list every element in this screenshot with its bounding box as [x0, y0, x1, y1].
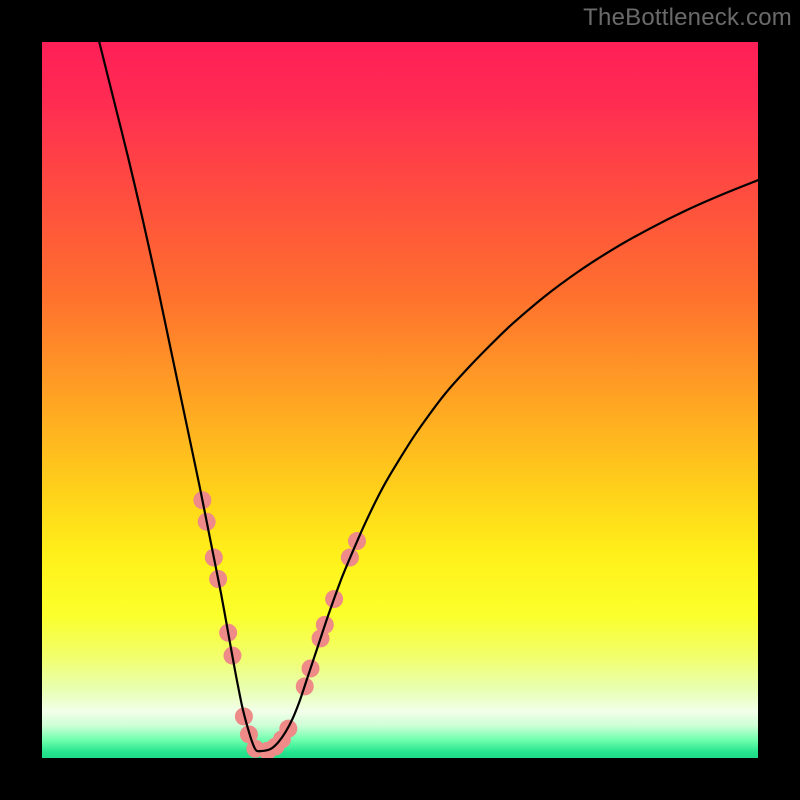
chart-canvas: TheBottleneck.com [0, 0, 800, 800]
plot-gradient-background [42, 42, 758, 758]
chart-svg [0, 0, 800, 800]
